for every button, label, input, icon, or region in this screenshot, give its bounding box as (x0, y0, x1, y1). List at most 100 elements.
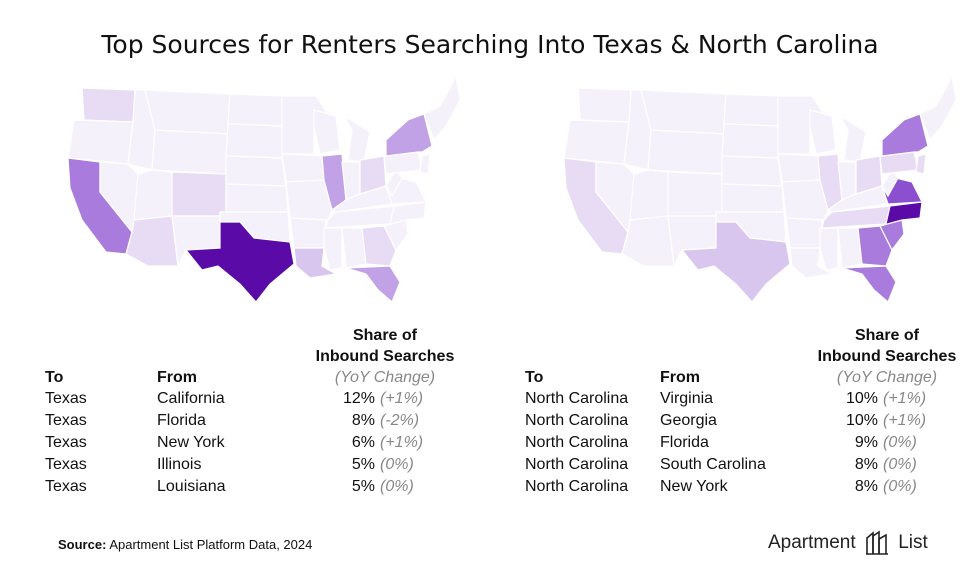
state-montana (144, 89, 231, 135)
yoy-header: (YoY Change) (334, 369, 436, 386)
to-cell: North Carolina (525, 478, 629, 495)
state-washington (577, 87, 632, 123)
change-cell: (0%) (380, 478, 414, 495)
from-cell: South Carolina (660, 456, 766, 473)
share-cell: 10% (845, 390, 878, 407)
share-cell: 5% (351, 456, 375, 473)
to-cell: North Carolina (525, 412, 629, 429)
brand-left-text: Apartment (768, 532, 856, 554)
source-note: Source: Apartment List Platform Data, 20… (58, 537, 312, 552)
state-wyoming (151, 129, 229, 175)
state-south-dakota (721, 123, 779, 159)
state-michigan (839, 115, 867, 163)
state-arkansas (785, 217, 823, 249)
state-arizona (125, 215, 179, 267)
state-mississippi (819, 227, 839, 271)
state-north-dakota (723, 93, 779, 127)
change-cell: (+1%) (380, 390, 424, 407)
state-new-york (881, 113, 929, 157)
change-cell: (0%) (883, 456, 917, 473)
state-new-jersey (915, 153, 927, 175)
to-column-header: To (45, 369, 64, 386)
north-carolina-map-svg (563, 74, 957, 304)
state-new-york (385, 113, 433, 157)
state-florida (345, 265, 401, 304)
state-iowa (281, 153, 325, 183)
yoy-header: (YoY Change) (836, 369, 938, 386)
state-wisconsin (809, 109, 837, 155)
share-header: Share of (352, 327, 417, 344)
state-georgia (857, 225, 893, 267)
share-cell: 12% (342, 390, 375, 407)
share-cell: 6% (351, 434, 375, 451)
texas-map-svg (67, 74, 461, 304)
to-column-header: To (525, 369, 544, 386)
from-cell: California (157, 390, 225, 407)
source-label: Source: (58, 537, 107, 552)
change-cell: (0%) (883, 478, 917, 495)
state-florida (841, 265, 897, 304)
state-north-carolina (383, 201, 427, 227)
state-texas (680, 221, 791, 303)
to-cell: Texas (45, 456, 87, 473)
state-arkansas (289, 217, 327, 249)
share-cell: 5% (351, 478, 375, 495)
state-kansas (721, 183, 785, 213)
state-texas (184, 221, 295, 303)
change-cell: (+1%) (883, 412, 927, 429)
texas-map (60, 70, 461, 305)
apartment-list-brand: Apartment List (768, 530, 928, 556)
share-cell: 8% (854, 456, 878, 473)
state-new-jersey (419, 153, 431, 175)
from-cell: Louisiana (157, 478, 226, 495)
from-cell: New York (660, 478, 728, 495)
inbound-header: Inbound Searches (817, 348, 957, 365)
north-carolina-map (556, 70, 957, 305)
from-cell: Virginia (660, 390, 714, 407)
state-utah (629, 169, 669, 221)
share-cell: 8% (351, 412, 375, 429)
change-cell: (-2%) (380, 412, 420, 429)
change-cell: (+1%) (380, 434, 424, 451)
from-column-header: From (157, 369, 197, 386)
share-header: Share of (854, 327, 919, 344)
share-cell: 8% (854, 478, 878, 495)
state-south-dakota (225, 123, 283, 159)
state-oregon (563, 119, 630, 165)
state-arizona (621, 215, 675, 267)
state-iowa (777, 153, 821, 183)
texas-table: Share of Inbound Searches To From (YoY C… (0, 322, 490, 502)
to-cell: North Carolina (525, 390, 629, 407)
state-michigan (343, 115, 371, 163)
state-colorado (667, 171, 723, 217)
state-new-england (423, 74, 461, 142)
state-utah (133, 169, 173, 221)
state-nebraska (225, 155, 287, 187)
from-cell: New York (157, 434, 225, 451)
share-cell: 9% (854, 434, 878, 451)
state-mississippi (323, 227, 343, 271)
state-wisconsin (313, 109, 341, 155)
state-washington (81, 87, 136, 123)
change-cell: (0%) (380, 456, 414, 473)
state-north-dakota (227, 93, 283, 127)
from-column-header: From (660, 369, 700, 386)
to-cell: Texas (45, 478, 87, 495)
state-west-virginia (881, 168, 899, 198)
page-title: Top Sources for Renters Searching Into T… (101, 30, 879, 59)
state-west-virginia (385, 168, 403, 198)
state-wyoming (647, 129, 725, 175)
state-missouri (285, 179, 333, 221)
state-colorado (171, 171, 227, 217)
to-cell: North Carolina (525, 434, 629, 451)
to-cell: Texas (45, 390, 87, 407)
to-cell: Texas (45, 412, 87, 429)
north-carolina-table: Share of Inbound Searches To From (YoY C… (0, 322, 980, 502)
state-north-carolina (879, 201, 923, 227)
share-cell: 10% (845, 412, 878, 429)
change-cell: (+1%) (883, 390, 927, 407)
state-nebraska (721, 155, 783, 187)
apartment-list-logo-icon (865, 530, 888, 555)
change-cell: (0%) (883, 434, 917, 451)
from-cell: Florida (660, 434, 709, 451)
